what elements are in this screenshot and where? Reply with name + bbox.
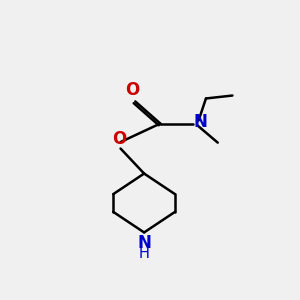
Text: H: H — [139, 246, 149, 261]
Text: N: N — [137, 234, 151, 252]
Text: N: N — [193, 113, 207, 131]
Text: O: O — [112, 130, 126, 148]
Text: O: O — [125, 81, 140, 99]
